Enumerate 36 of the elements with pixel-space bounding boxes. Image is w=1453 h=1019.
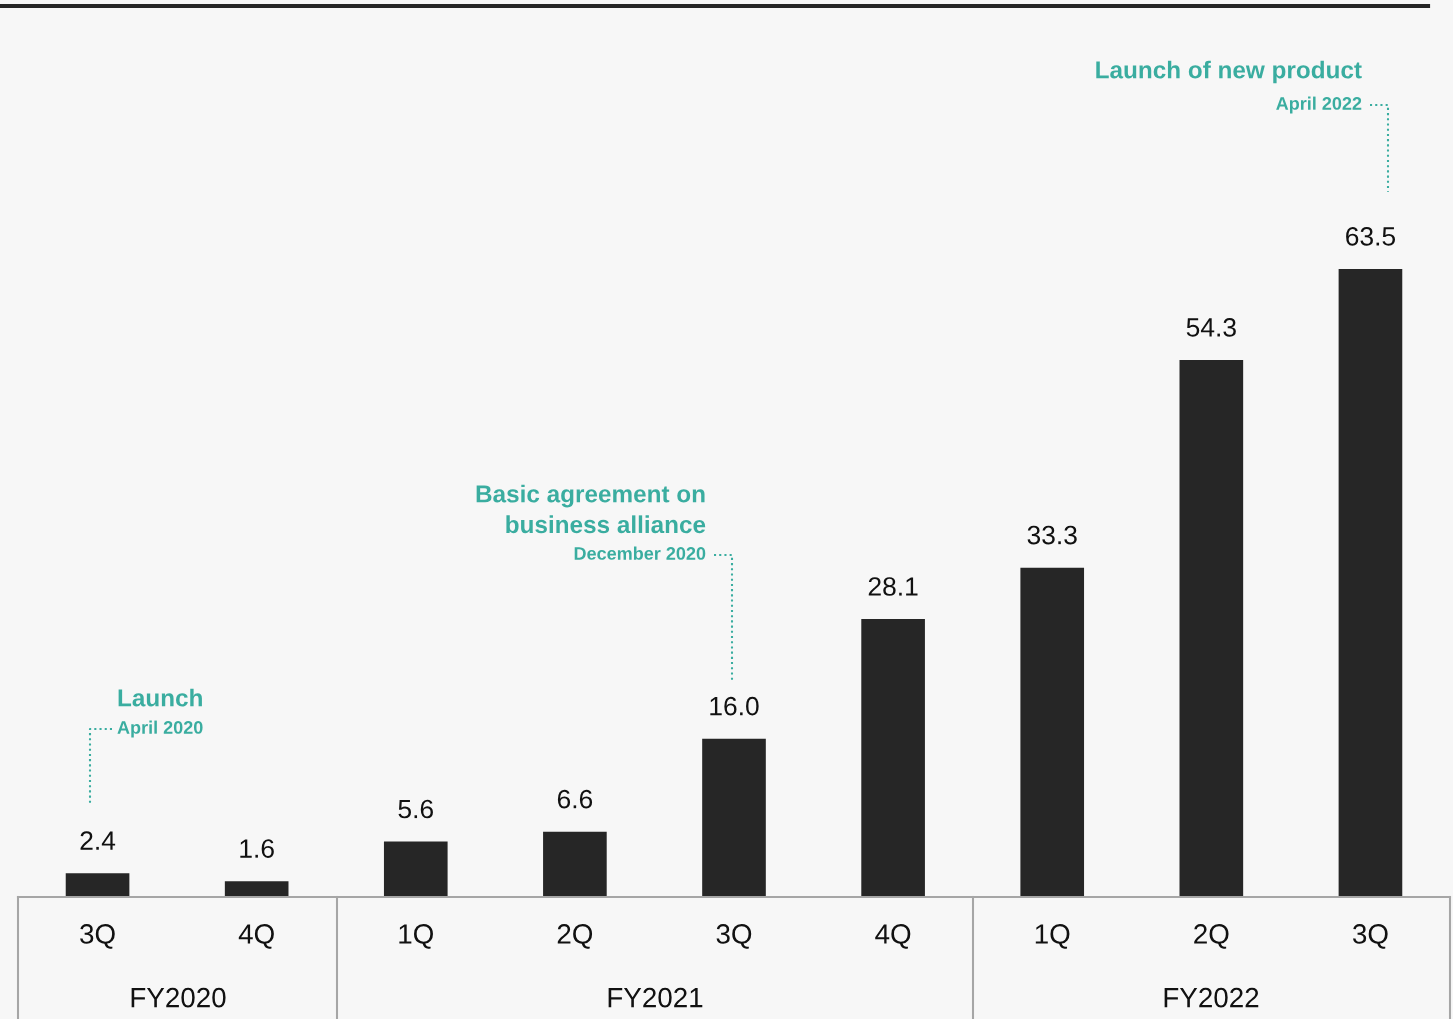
bar	[543, 831, 607, 897]
data-label: 5.6	[398, 799, 433, 819]
annotation: Basic agreement on business alliance	[476, 484, 706, 534]
data-label: 28.1	[868, 577, 918, 596]
bar	[861, 619, 925, 897]
bar	[224, 881, 289, 897]
x-tick-label: 3Q	[716, 924, 752, 949]
data-label: 2.4	[80, 831, 116, 850]
x-tick-label: 1Q	[399, 924, 433, 949]
data-label: 63.5	[1346, 227, 1396, 246]
text: FY2022	[1164, 987, 1259, 1008]
text: FY2020	[131, 987, 226, 1008]
annotation: December 2020	[574, 546, 706, 560]
data-label: 33.3	[1027, 525, 1077, 545]
x-tick-label: 4Q	[875, 924, 911, 949]
text: April 2022	[1276, 96, 1362, 114]
data-label: 54.3	[1186, 318, 1236, 337]
bar	[1338, 269, 1403, 897]
bar	[702, 738, 766, 897]
data-label: 16.0	[710, 696, 759, 716]
text: FY2021	[608, 987, 703, 1008]
bar	[65, 873, 130, 897]
x-tick-label: 2Q	[557, 924, 593, 949]
x-tick-label: 1Q	[1035, 924, 1070, 949]
x-tick-label: 4Q	[238, 924, 274, 949]
x-tick-label: 3Q	[80, 924, 115, 949]
data-label: 1.6	[240, 839, 274, 858]
bar	[1020, 567, 1085, 897]
annotation: Launch	[118, 688, 202, 707]
bar	[1179, 359, 1244, 897]
x-tick-label: 2Q	[1194, 924, 1229, 949]
bar	[383, 841, 448, 897]
annotation: April 2020	[117, 720, 203, 738]
x-tick-label: 3Q	[1352, 924, 1388, 949]
text: Launch of new product	[1096, 60, 1362, 84]
data-label: 6.6	[557, 789, 593, 809]
